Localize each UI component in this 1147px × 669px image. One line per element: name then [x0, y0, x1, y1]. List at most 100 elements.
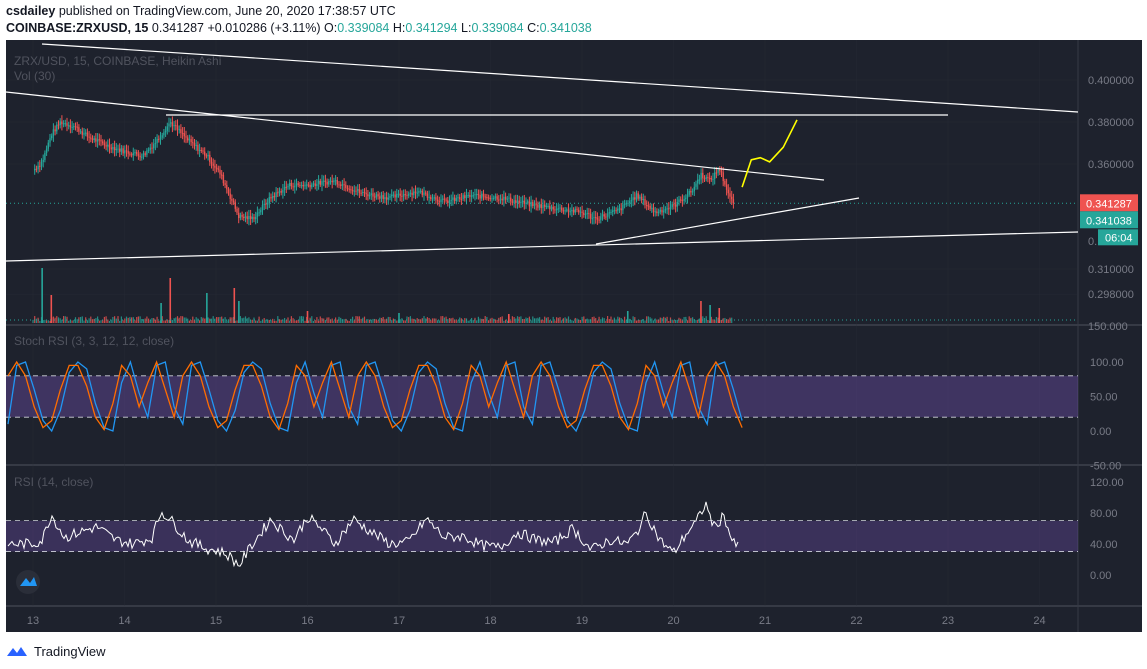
volume-bar	[248, 317, 250, 323]
candle-body	[193, 142, 196, 146]
tradingview-logo-icon[interactable]	[6, 644, 28, 658]
candle-body	[360, 192, 362, 194]
candle-body	[200, 149, 202, 151]
volume-bar	[588, 319, 590, 323]
candle-body	[623, 203, 626, 205]
candle-body	[593, 217, 595, 219]
volume-bar	[324, 320, 326, 323]
volume-bar	[569, 319, 571, 323]
volume-bar	[673, 320, 675, 323]
candle-body	[674, 204, 677, 207]
candle-body	[59, 121, 61, 126]
volume-bar	[168, 320, 170, 323]
trendline[interactable]	[5, 91, 825, 181]
trendline[interactable]	[595, 197, 860, 245]
candle-body	[345, 184, 347, 188]
candle-body	[440, 199, 442, 203]
volume-bar	[148, 318, 150, 323]
candle-body	[35, 168, 38, 170]
candle-body	[627, 202, 629, 204]
volume-bar	[467, 320, 469, 323]
candle-body	[289, 182, 291, 187]
volume-bar	[195, 317, 197, 323]
candle-body	[74, 126, 77, 128]
candle-body	[268, 197, 270, 204]
candle-body	[521, 200, 524, 203]
candle-body	[598, 219, 600, 221]
low-label: L:	[461, 21, 472, 35]
volume-bar	[676, 319, 678, 323]
volume-bar	[533, 318, 536, 323]
volume-bar	[340, 317, 342, 323]
volume-bar	[537, 317, 539, 323]
volume-bar	[348, 320, 350, 323]
candle-body	[159, 137, 162, 139]
close-label: C:	[527, 21, 540, 35]
candle-body	[545, 205, 548, 207]
candle-body	[181, 133, 184, 135]
candle-body	[234, 202, 236, 209]
volume-spike-bar	[160, 303, 162, 323]
candle-body	[707, 177, 709, 179]
candle-body	[530, 202, 532, 207]
candle-body	[642, 199, 644, 201]
volume-bar	[197, 318, 199, 323]
volume-spike-bar	[626, 311, 629, 323]
volume-bar	[136, 317, 138, 323]
volume-bar	[103, 316, 105, 323]
candle-body	[351, 190, 354, 192]
candle-body	[622, 204, 624, 211]
candle-body	[171, 122, 174, 127]
volume-bar	[506, 320, 508, 323]
volume-bar	[544, 316, 546, 323]
candle-body	[362, 191, 364, 193]
candle-body	[661, 209, 663, 213]
volume-spike-bar	[709, 305, 711, 323]
author-name[interactable]: csdailey	[6, 4, 56, 18]
candle-body	[564, 210, 566, 212]
candle-body	[253, 216, 255, 220]
price-axis-bg[interactable]	[1078, 40, 1142, 632]
candle-body	[447, 200, 449, 204]
volume-bar	[97, 316, 99, 323]
volume-bar	[493, 318, 495, 323]
volume-bar	[64, 316, 66, 323]
candle-body	[302, 185, 304, 187]
volume-bar	[625, 320, 627, 323]
rsi-tick-label: 120.00	[1090, 477, 1124, 489]
trendline[interactable]	[5, 231, 1079, 262]
candle-body	[129, 153, 131, 155]
volume-bar	[559, 317, 561, 323]
candle-body	[102, 141, 104, 144]
candle-body	[725, 184, 728, 190]
candle-body	[324, 180, 327, 182]
candle-body	[727, 189, 729, 194]
volume-bar	[270, 320, 272, 323]
volume-bar	[222, 318, 224, 323]
volume-bar	[297, 320, 299, 323]
candle-body	[382, 195, 384, 200]
volume-bar	[644, 320, 646, 323]
candle-body	[263, 203, 265, 206]
volume-bar	[275, 320, 277, 323]
candle-body	[323, 180, 325, 182]
footer-brand[interactable]: TradingView	[34, 643, 106, 659]
low-value: 0.339084	[471, 21, 524, 35]
candle-body	[348, 188, 350, 190]
volume-bar	[641, 319, 643, 323]
chart-area[interactable]: ZRX/USD, 15, COINBASE, Heikin Ashi Vol (3…	[5, 40, 1142, 632]
volume-bar	[518, 316, 520, 323]
volume-bar	[574, 317, 576, 323]
candle-body	[510, 197, 512, 202]
projection-path[interactable]	[741, 119, 798, 188]
countdown-tag-text: 06:04	[1105, 232, 1133, 244]
candle-body	[731, 196, 733, 200]
volume-bar	[280, 319, 282, 323]
candle-body	[562, 210, 565, 212]
candle-body	[86, 132, 89, 137]
trendline[interactable]	[41, 43, 1079, 113]
volume-bar	[377, 320, 379, 323]
candle-body	[396, 193, 398, 198]
volume-bar	[173, 318, 175, 323]
